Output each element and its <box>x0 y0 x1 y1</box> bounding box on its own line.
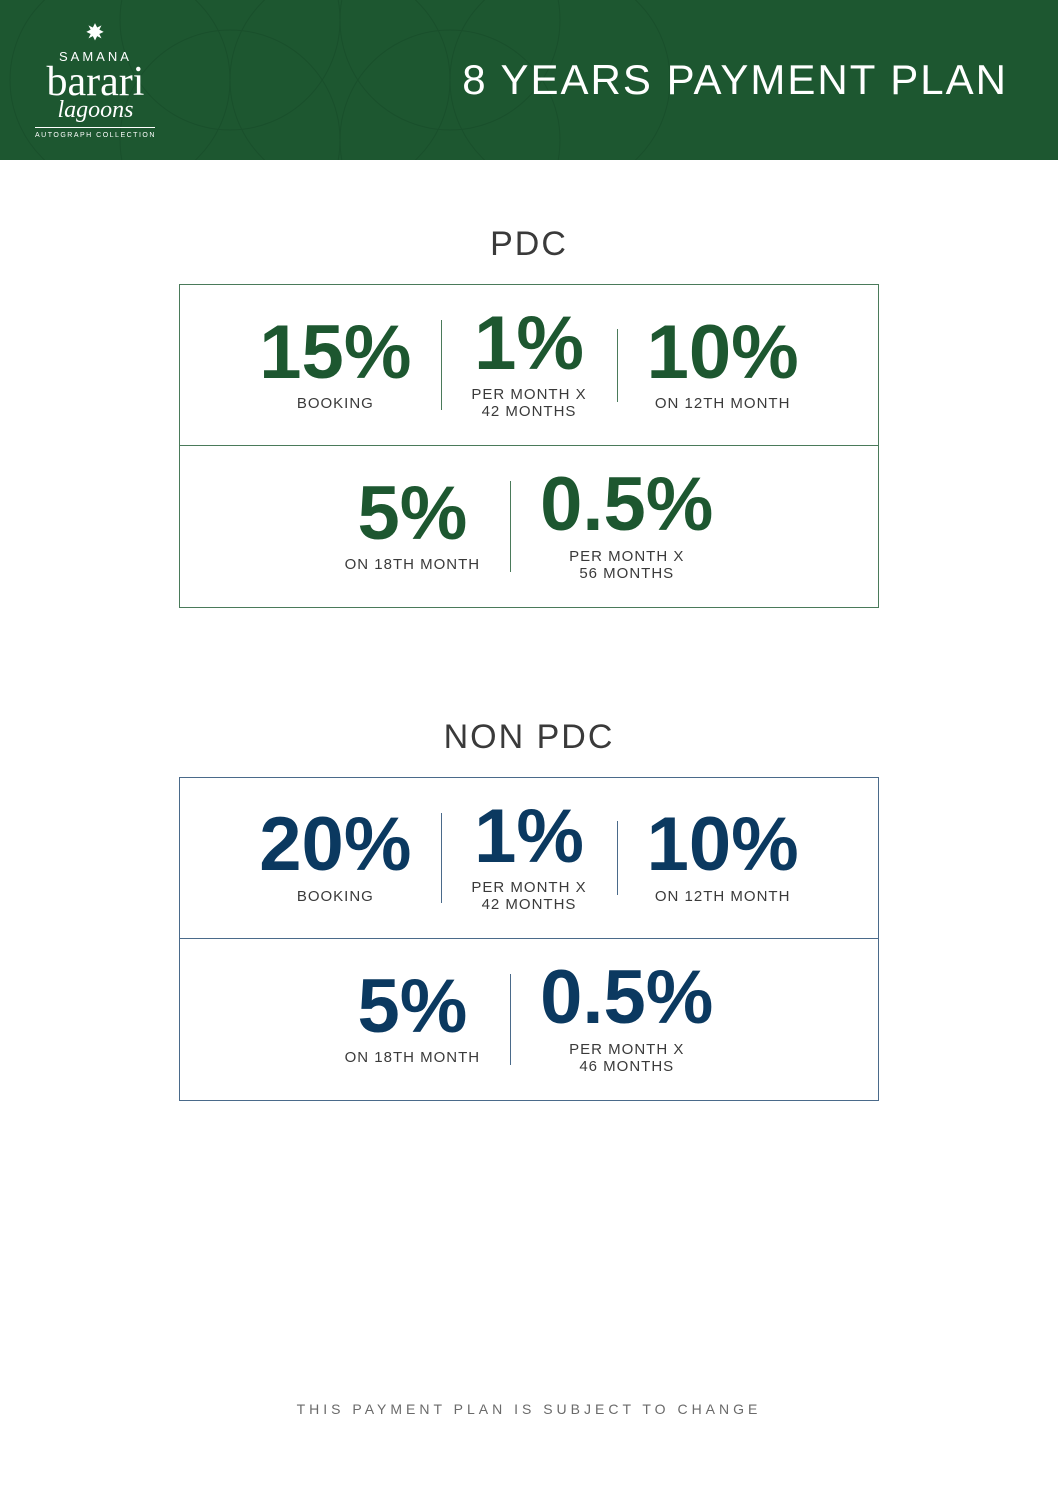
pdc-title: PDC <box>0 225 1058 264</box>
nonpdc-cell: 5% ON 18TH MONTH <box>315 973 511 1066</box>
nonpdc-label: ON 12TH MONTH <box>647 888 799 905</box>
pdc-cell: 15% BOOKING <box>229 319 441 412</box>
header: SAMANA barari lagoons AUTOGRAPH COLLECTI… <box>0 0 1058 160</box>
pdc-cell: 0.5% PER MONTH X 56 MONTHS <box>510 471 743 581</box>
nonpdc-value: 20% <box>259 811 411 879</box>
pdc-cell: 10% ON 12TH MONTH <box>617 319 829 412</box>
nonpdc-label: PER MONTH X 46 MONTHS <box>540 1041 713 1075</box>
pdc-value: 15% <box>259 319 411 387</box>
nonpdc-value: 0.5% <box>540 964 713 1032</box>
pdc-row-2: 5% ON 18TH MONTH 0.5% PER MONTH X 56 MON… <box>180 445 878 606</box>
nonpdc-value: 10% <box>647 811 799 879</box>
logo-divider <box>35 127 155 128</box>
logo-main: barari <box>35 66 156 100</box>
nonpdc-row-2: 5% ON 18TH MONTH 0.5% PER MONTH X 46 MON… <box>180 938 878 1099</box>
nonpdc-label: PER MONTH X 42 MONTHS <box>471 879 586 913</box>
nonpdc-label: ON 18TH MONTH <box>345 1049 481 1066</box>
pdc-row-1: 15% BOOKING 1% PER MONTH X 42 MONTHS 10%… <box>180 285 878 445</box>
pdc-label: PER MONTH X 56 MONTHS <box>540 548 713 582</box>
logo-tag: AUTOGRAPH COLLECTION <box>35 132 156 139</box>
pdc-label: PER MONTH X 42 MONTHS <box>471 386 586 420</box>
pdc-label: ON 12TH MONTH <box>647 395 799 412</box>
pdc-label: BOOKING <box>259 395 411 412</box>
nonpdc-cell: 20% BOOKING <box>229 811 441 904</box>
nonpdc-cell: 0.5% PER MONTH X 46 MONTHS <box>510 964 743 1074</box>
nonpdc-cell: 1% PER MONTH X 42 MONTHS <box>441 803 616 913</box>
brand-logo: SAMANA barari lagoons AUTOGRAPH COLLECTI… <box>35 21 156 139</box>
pdc-value: 1% <box>471 310 586 378</box>
pdc-box: 15% BOOKING 1% PER MONTH X 42 MONTHS 10%… <box>179 284 879 608</box>
logo-icon <box>82 21 108 47</box>
pdc-cell: 5% ON 18TH MONTH <box>315 480 511 573</box>
pdc-cell: 1% PER MONTH X 42 MONTHS <box>441 310 616 420</box>
nonpdc-value: 1% <box>471 803 586 871</box>
nonpdc-cell: 10% ON 12TH MONTH <box>617 811 829 904</box>
nonpdc-value: 5% <box>345 973 481 1041</box>
pdc-value: 10% <box>647 319 799 387</box>
nonpdc-row-1: 20% BOOKING 1% PER MONTH X 42 MONTHS 10%… <box>180 778 878 938</box>
pdc-value: 0.5% <box>540 471 713 539</box>
nonpdc-box: 20% BOOKING 1% PER MONTH X 42 MONTHS 10%… <box>179 777 879 1101</box>
page-title: 8 YEARS PAYMENT PLAN <box>462 56 1008 104</box>
footer-note: THIS PAYMENT PLAN IS SUBJECT TO CHANGE <box>0 1401 1058 1417</box>
nonpdc-label: BOOKING <box>259 888 411 905</box>
pdc-value: 5% <box>345 480 481 548</box>
pdc-label: ON 18TH MONTH <box>345 556 481 573</box>
nonpdc-title: NON PDC <box>0 718 1058 757</box>
